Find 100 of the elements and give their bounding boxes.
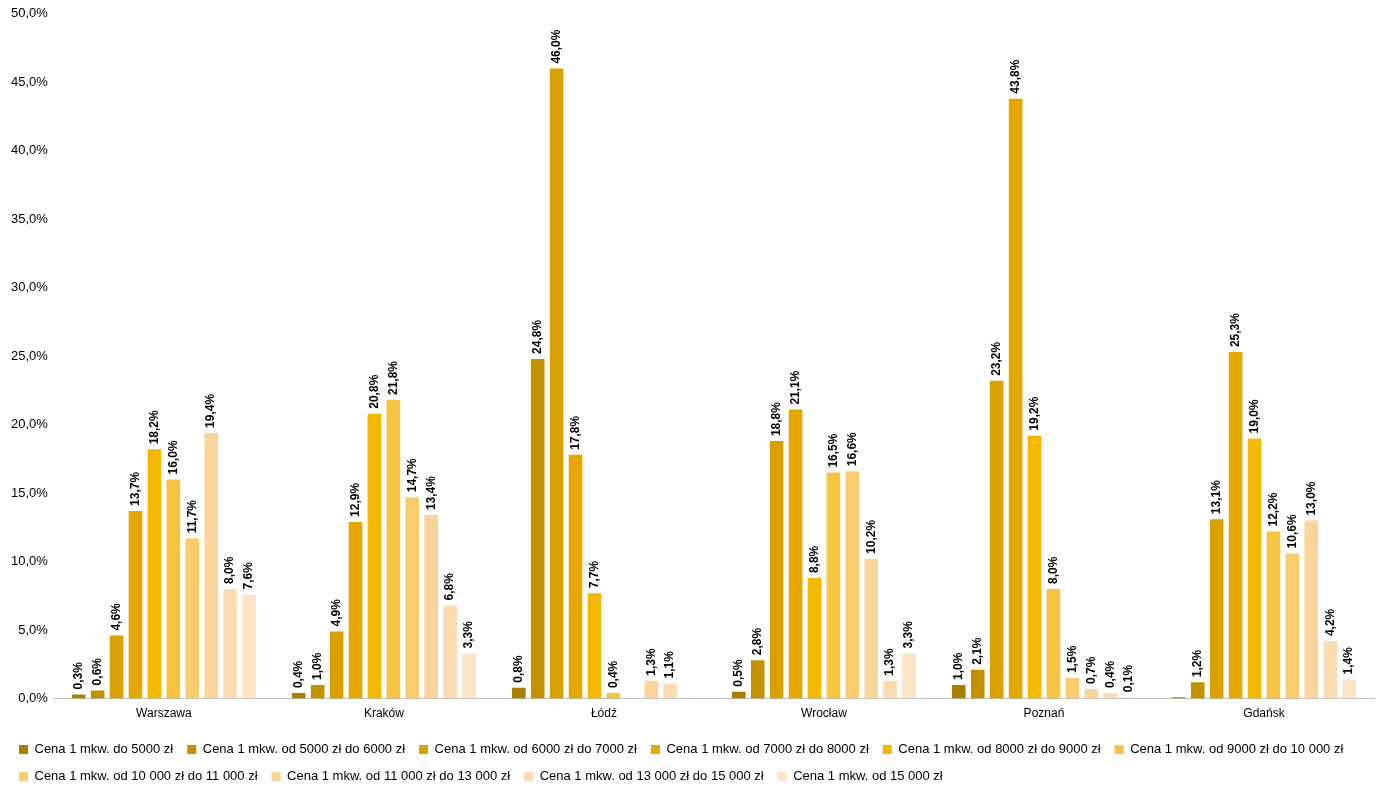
data-label: 20,8%	[366, 374, 381, 409]
bar	[1209, 519, 1224, 699]
x-tick-label: Gdańsk	[1243, 706, 1286, 721]
bar	[1285, 553, 1300, 699]
y-tick-label: 30,0%	[10, 279, 49, 295]
data-label: 0,4%	[1102, 660, 1117, 689]
data-label: 13,7%	[127, 471, 142, 506]
data-label: 1,3%	[643, 648, 658, 676]
data-label: 10,6%	[1284, 514, 1299, 549]
bar	[845, 471, 860, 699]
y-tick-label: 20,0%	[10, 416, 49, 432]
data-label: 1,5%	[1064, 645, 1079, 674]
bar	[109, 635, 124, 699]
y-tick-label: 35,0%	[10, 210, 49, 226]
x-tick-label: Poznań	[1023, 706, 1065, 721]
bar	[1065, 678, 1080, 699]
data-label: 13,1%	[1209, 479, 1223, 515]
legend-label: Cena 1 mkw. od 5000 zł do 6000 zł	[202, 741, 406, 757]
data-label: 0,4%	[291, 660, 306, 689]
legend-label: Cena 1 mkw. od 9000 zł do 10 000 zł	[1130, 741, 1344, 757]
bar	[424, 515, 439, 699]
y-tick-label: 5,0%	[18, 621, 49, 637]
data-label: 43,8%	[1007, 59, 1022, 94]
data-label: 7,7%	[586, 560, 601, 589]
legend-label: Cena 1 mkw. do 5000 zł	[34, 741, 174, 757]
x-tick-label: Łódź	[590, 706, 617, 721]
y-tick-label: 0,0%	[18, 690, 49, 706]
data-label: 1,3%	[882, 648, 897, 676]
legend-label: Cena 1 mkw. od 15 000 zł	[793, 768, 943, 784]
data-label: 6,8%	[442, 572, 457, 601]
bar	[826, 472, 841, 699]
bar	[1103, 693, 1117, 699]
data-label: 21,1%	[787, 370, 802, 405]
bar	[367, 413, 382, 699]
bar	[204, 432, 218, 699]
bar	[731, 691, 746, 699]
bar	[511, 687, 526, 699]
bar	[71, 694, 86, 699]
data-label: 12,9%	[347, 482, 362, 517]
bar	[1027, 435, 1042, 699]
data-label: 16,6%	[844, 431, 859, 467]
data-label: 1,2%	[1190, 649, 1205, 678]
y-tick-label: 15,0%	[10, 484, 49, 500]
bar	[1190, 682, 1205, 699]
x-tick-label: Warszawa	[136, 706, 192, 721]
bar	[443, 605, 457, 699]
legend-label: Cena 1 mkw. od 13 000 zł do 15 000 zł	[539, 768, 764, 784]
data-label: 25,3%	[1227, 312, 1242, 348]
bar	[1342, 679, 1356, 699]
bar	[242, 594, 256, 699]
data-label: 3,3%	[461, 620, 476, 649]
data-label: 1,1%	[662, 650, 677, 679]
data-label: 16,5%	[825, 433, 840, 468]
data-label: 7,6%	[241, 561, 256, 590]
bar	[291, 693, 306, 699]
data-label: 0,3%	[71, 661, 86, 690]
data-label: 19,2%	[1026, 396, 1041, 431]
data-label: 24,8%	[530, 319, 544, 354]
bar	[310, 684, 325, 699]
data-label: 0,1%	[1121, 664, 1136, 693]
bar	[1304, 520, 1319, 699]
data-label: 4,9%	[328, 598, 343, 627]
data-label: 21,8%	[385, 360, 400, 396]
bar	[147, 449, 162, 699]
data-label: 19,0%	[1246, 399, 1261, 434]
bar	[1266, 531, 1281, 699]
data-label: 1,0%	[951, 652, 966, 680]
legend-label: Cena 1 mkw. od 8000 zł do 9000 zł	[898, 741, 1101, 757]
data-label: 8,8%	[806, 545, 821, 574]
data-label: 17,8%	[567, 415, 582, 450]
data-label: 4,6%	[108, 602, 123, 631]
bar	[1228, 352, 1243, 699]
y-tick-label: 40,0%	[10, 142, 49, 158]
bar	[185, 538, 200, 699]
bar	[166, 479, 181, 699]
data-label: 10,2%	[863, 519, 878, 554]
y-tick-label: 50,0%	[10, 5, 49, 21]
data-label: 13,4%	[423, 475, 438, 511]
data-label: 18,2%	[146, 409, 161, 445]
bar	[90, 690, 105, 699]
data-label: 0,5%	[731, 659, 746, 687]
y-tick-label: 25,0%	[10, 347, 49, 363]
legend-label: Cena 1 mkw. od 7000 zł do 8000 zł	[666, 741, 869, 757]
bar	[530, 358, 545, 699]
bar	[1008, 98, 1023, 699]
bar	[883, 680, 897, 699]
bar	[807, 578, 822, 699]
bar	[663, 683, 677, 699]
bar	[750, 660, 765, 699]
legend-label: Cena 1 mkw. od 11 000 zł do 13 000 zł	[287, 768, 511, 784]
bar	[989, 380, 1004, 699]
data-label: 23,2%	[988, 341, 1003, 376]
legend-label: Cena 1 mkw. od 6000 zł do 7000 zł	[434, 741, 638, 757]
data-label: 2,1%	[970, 637, 985, 665]
bar	[1247, 438, 1262, 699]
x-tick-label: Wrocław	[801, 706, 848, 721]
bar	[902, 653, 916, 699]
bar	[769, 441, 784, 699]
bar	[549, 68, 564, 699]
bar	[1046, 589, 1061, 699]
